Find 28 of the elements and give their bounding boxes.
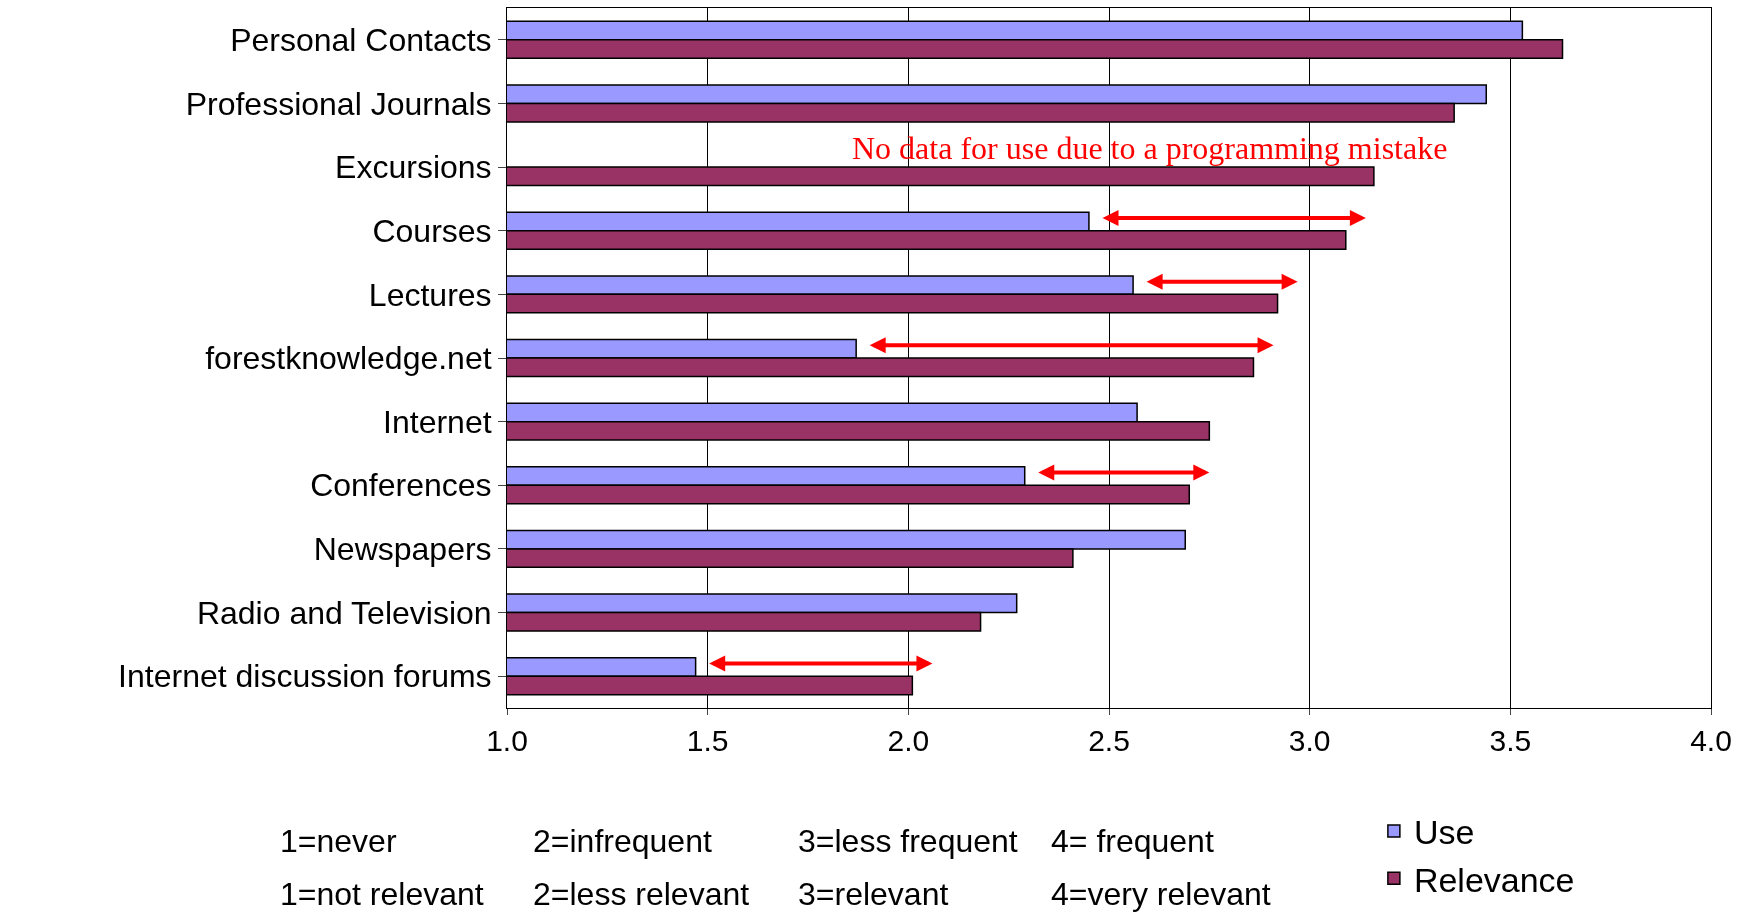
legend-label: Relevance (1413, 860, 1575, 899)
y-tick-label: Personal Contacts (230, 22, 492, 59)
y-tick-label: forestknowledge.net (205, 340, 492, 377)
x-tick-label: 4.0 (1690, 724, 1732, 757)
text: 4= frequent (1051, 823, 1214, 859)
text: 2=infrequent (533, 823, 712, 859)
text: 4=very relevant (1051, 876, 1271, 912)
y-tick-label: Excursions (335, 149, 492, 186)
y-tick-label: Lectures (368, 276, 492, 313)
text: 1=not relevant (280, 876, 484, 912)
y-tick-label: Newspapers (313, 531, 492, 568)
text: 3=less frequent (798, 823, 1018, 859)
y-tick-label: Conferences (310, 467, 492, 504)
y-tick-label: Internet discussion forums (118, 658, 492, 695)
x-tick-label: 3.5 (1489, 724, 1532, 757)
legend-label: Use (1413, 813, 1475, 852)
y-tick-label: Radio and Television (196, 594, 492, 631)
x-tick-label: 2.5 (1088, 724, 1130, 757)
x-tick-label: 2.0 (887, 724, 930, 757)
text: 2=less relevant (533, 876, 750, 912)
x-tick-label: 1.5 (686, 724, 729, 757)
x-tick-label: 3.0 (1288, 724, 1331, 757)
y-tick-label: Professional Journals (185, 85, 492, 122)
y-tick-label: Internet (383, 403, 492, 440)
text: 3=relevant (798, 876, 949, 912)
text: 1=never (280, 823, 397, 859)
x-tick-label: 1.0 (486, 724, 528, 757)
y-tick-label: Courses (372, 212, 492, 249)
